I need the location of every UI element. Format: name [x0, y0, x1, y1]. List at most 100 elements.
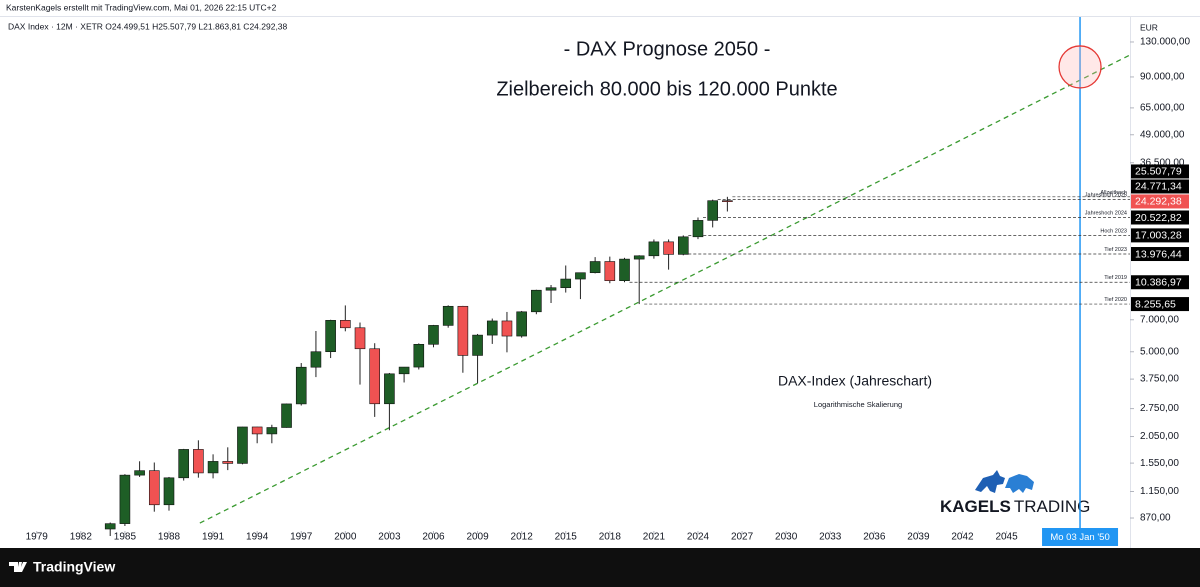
candle-body	[163, 477, 175, 506]
candle-body	[575, 272, 586, 280]
candle-body	[619, 258, 630, 281]
candle-body	[295, 366, 307, 405]
y-tick-label: 49.000,00	[1140, 129, 1185, 140]
x-tick-label: 2018	[599, 532, 622, 543]
x-tick-label: 1994	[246, 532, 269, 543]
y-tick-label: 1.150,00	[1140, 486, 1179, 497]
y-tick-label: 65.000,00	[1140, 103, 1185, 114]
x-tick-label: 1997	[290, 532, 313, 543]
target-circle	[1058, 45, 1102, 89]
candle-body	[148, 470, 160, 506]
y-tick-label: 36.500,00	[1140, 157, 1185, 168]
attribution: KarstenKagels erstellt mit TradingView.c…	[6, 2, 277, 12]
candle-body	[266, 427, 278, 435]
candle-body	[648, 241, 660, 257]
candle-body	[560, 278, 572, 289]
footer-brand: TradingView	[33, 559, 115, 575]
candle-body	[428, 325, 439, 345]
chart-subtitle: Zielbereich 80.000 bis 120.000 Punkte	[496, 78, 837, 100]
price-box-label: 24.292,38	[1135, 196, 1182, 208]
logo-bold: KAGELS	[940, 497, 1011, 516]
level-label: Allzeithoch	[1100, 190, 1127, 196]
x-tick-label: 2003	[378, 532, 401, 543]
y-tick-label: 870,00	[1140, 513, 1171, 524]
candle-body	[325, 320, 336, 353]
candle-body	[193, 449, 204, 474]
price-box-label: 25.507,79	[1135, 166, 1182, 178]
logo: KAGELS TRADING	[940, 470, 1090, 516]
candle-body	[310, 351, 322, 368]
x-tick-label: 2012	[511, 532, 534, 543]
x-tick-label: 2036	[863, 532, 886, 543]
x-tick-label: 2042	[951, 532, 974, 543]
price-box	[1131, 275, 1189, 290]
x-tick-label: 2009	[466, 532, 489, 543]
annotation-note: Logarithmische Skalierung	[814, 400, 902, 409]
candle-body	[707, 200, 718, 221]
candle-body	[531, 289, 542, 313]
candle-body	[369, 348, 381, 405]
x-tick-label: 2045	[995, 532, 1018, 543]
time-marker-box	[1042, 528, 1119, 546]
x-tick-label: 2006	[422, 532, 445, 543]
candle-body	[340, 320, 351, 329]
price-box	[1131, 179, 1189, 194]
candle-body	[486, 320, 498, 336]
logo-bear	[1005, 474, 1034, 493]
price-box-label: 20.522,82	[1135, 212, 1182, 224]
x-tick-label: 1988	[158, 532, 181, 543]
candle-body	[413, 343, 425, 368]
candle-body	[604, 261, 616, 281]
level-label: Tief 2023	[1104, 247, 1127, 253]
x-tick-label: 2030	[775, 532, 798, 543]
candle-body	[281, 403, 292, 428]
x-tick-label: 2000	[334, 532, 357, 543]
price-box	[1131, 164, 1189, 179]
candle-body	[545, 287, 557, 291]
x-tick-label: 2015	[555, 532, 578, 543]
candle-body	[677, 236, 689, 255]
price-box-label: 8.255,65	[1135, 298, 1176, 310]
logo-text: KAGELS TRADING	[940, 497, 1090, 516]
x-tick-label: 2027	[731, 532, 754, 543]
price-box-label: 13.976,44	[1135, 248, 1182, 260]
price-box	[1131, 228, 1189, 243]
level-label: Tief 2020	[1104, 297, 1127, 303]
candle-body	[722, 200, 733, 202]
level-label: Hoch 2023	[1100, 228, 1127, 234]
y-tick-label: 1.550,00	[1140, 458, 1179, 469]
candle-body	[178, 449, 189, 479]
price-box-label: 10.386,97	[1135, 277, 1182, 289]
price-box	[1131, 297, 1189, 312]
price-box	[1131, 194, 1189, 209]
legend-line: DAX Index · 12M · XETR O24.499,51 H25.50…	[8, 21, 288, 31]
y-tick-label: 2.750,00	[1140, 403, 1179, 414]
level-label: Jahreshoch 2025	[1085, 193, 1127, 199]
candle-body	[222, 461, 234, 464]
x-tick-label: 1982	[70, 532, 93, 543]
candle-body	[134, 470, 145, 476]
candle-body	[104, 523, 116, 530]
logo-bull	[975, 470, 1005, 493]
candle-body	[207, 461, 219, 474]
candle-body	[501, 320, 513, 337]
candle-body	[237, 426, 248, 464]
x-tick-label: 1991	[202, 532, 225, 543]
y-tick-label: 7.000,00	[1140, 314, 1179, 325]
x-tick-label: 1979	[26, 532, 49, 543]
annotation: DAX-Index (Jahreschart)	[778, 373, 932, 389]
candle-body	[472, 334, 483, 356]
candle-body	[384, 373, 395, 405]
x-tick-label: 2021	[643, 532, 666, 543]
candle-body	[516, 311, 527, 337]
logo-light: TRADING	[1014, 497, 1091, 516]
candle-body	[119, 474, 131, 524]
candle-body	[251, 426, 263, 435]
x-tick-label: 1985	[114, 532, 137, 543]
candle-body	[692, 220, 704, 238]
candle-body	[633, 255, 645, 260]
candle-body	[457, 305, 469, 356]
candle-body	[589, 261, 601, 274]
footer-bar	[0, 548, 1200, 587]
